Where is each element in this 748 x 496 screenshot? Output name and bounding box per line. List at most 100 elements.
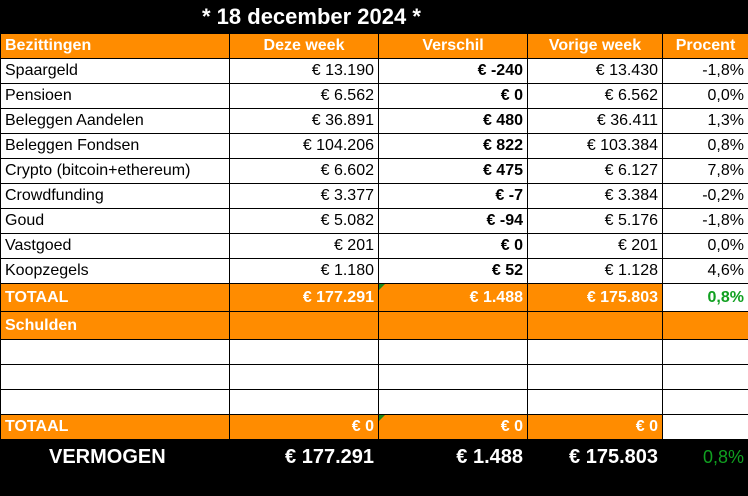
sheet-title: * 18 december 2024 *: [0, 0, 748, 33]
percent-cell[interactable]: 0,0%: [662, 83, 748, 109]
percent-cell[interactable]: -1,8%: [662, 58, 748, 84]
total-difference-cell[interactable]: € 1.488: [378, 283, 528, 312]
this-week-cell[interactable]: € 6.602: [229, 158, 379, 184]
percent-cell[interactable]: 1,3%: [662, 108, 748, 134]
this-week-cell[interactable]: € 1.180: [229, 258, 379, 284]
table-row: Pensioen € 6.562 € 0 € 6.562 0,0%: [0, 83, 748, 109]
empty-cell[interactable]: [0, 364, 230, 390]
debts-total-label-cell[interactable]: TOTAAL: [0, 414, 230, 440]
asset-name-cell[interactable]: Crypto (bitcoin+ethereum): [0, 158, 230, 184]
this-week-cell[interactable]: € 13.190: [229, 58, 379, 84]
empty-cell[interactable]: [229, 364, 379, 390]
this-week-cell[interactable]: € 104.206: [229, 133, 379, 159]
asset-name-cell[interactable]: Pensioen: [0, 83, 230, 109]
this-week-cell[interactable]: € 201: [229, 233, 379, 259]
net-worth-difference-cell[interactable]: € 1.488: [378, 439, 528, 475]
debts-empty-cell[interactable]: [662, 311, 748, 340]
asset-name-cell[interactable]: Beleggen Fondsen: [0, 133, 230, 159]
empty-row: [0, 364, 748, 390]
percent-cell[interactable]: 7,8%: [662, 158, 748, 184]
header-assets[interactable]: Bezittingen: [0, 33, 230, 59]
debts-empty-cell[interactable]: [378, 311, 528, 340]
difference-cell[interactable]: € -94: [378, 208, 528, 234]
difference-cell[interactable]: € -240: [378, 58, 528, 84]
last-week-cell[interactable]: € 36.411: [527, 108, 663, 134]
header-last-week[interactable]: Vorige week: [527, 33, 663, 59]
wealth-table: Bezittingen Deze week Verschil Vorige we…: [0, 33, 748, 475]
total-this-week-cell[interactable]: € 177.291: [229, 283, 379, 312]
last-week-cell[interactable]: € 5.176: [527, 208, 663, 234]
this-week-cell[interactable]: € 6.562: [229, 83, 379, 109]
this-week-cell[interactable]: € 5.082: [229, 208, 379, 234]
empty-cell[interactable]: [229, 389, 379, 415]
total-last-week-cell[interactable]: € 175.803: [527, 283, 663, 312]
difference-cell[interactable]: € 0: [378, 233, 528, 259]
header-difference[interactable]: Verschil: [378, 33, 528, 59]
asset-name-cell[interactable]: Goud: [0, 208, 230, 234]
empty-cell[interactable]: [378, 339, 528, 365]
empty-cell[interactable]: [0, 389, 230, 415]
debts-total-percent-cell[interactable]: [662, 414, 748, 440]
asset-name-cell[interactable]: Koopzegels: [0, 258, 230, 284]
last-week-cell[interactable]: € 201: [527, 233, 663, 259]
table-row: Koopzegels € 1.180 € 52 € 1.128 4,6%: [0, 258, 748, 284]
last-week-cell[interactable]: € 3.384: [527, 183, 663, 209]
percent-cell[interactable]: 4,6%: [662, 258, 748, 284]
empty-cell[interactable]: [378, 389, 528, 415]
empty-cell[interactable]: [378, 364, 528, 390]
empty-cell[interactable]: [229, 339, 379, 365]
table-row: Crypto (bitcoin+ethereum) € 6.602 € 475 € 6…: [0, 158, 748, 184]
empty-cell[interactable]: [662, 364, 748, 390]
net-worth-label-cell[interactable]: VERMOGEN: [0, 439, 230, 475]
total-label-cell[interactable]: TOTAAL: [0, 283, 230, 312]
difference-cell[interactable]: € 480: [378, 108, 528, 134]
this-week-cell[interactable]: € 3.377: [229, 183, 379, 209]
header-this-week[interactable]: Deze week: [229, 33, 379, 59]
asset-name-cell[interactable]: Vastgoed: [0, 233, 230, 259]
header-row: Bezittingen Deze week Verschil Vorige we…: [0, 33, 748, 59]
debts-empty-cell[interactable]: [527, 311, 663, 340]
table-row: Beleggen Fondsen € 104.206 € 822 € 103.384 0…: [0, 133, 748, 159]
empty-cell[interactable]: [0, 339, 230, 365]
last-week-cell[interactable]: € 6.562: [527, 83, 663, 109]
this-week-cell[interactable]: € 36.891: [229, 108, 379, 134]
table-row: Goud € 5.082 € -94 € 5.176 -1,8%: [0, 208, 748, 234]
empty-cell[interactable]: [527, 364, 663, 390]
difference-cell[interactable]: € 52: [378, 258, 528, 284]
asset-name-cell[interactable]: Beleggen Aandelen: [0, 108, 230, 134]
percent-cell[interactable]: -1,8%: [662, 208, 748, 234]
debts-label-cell[interactable]: Schulden: [0, 311, 230, 340]
empty-cell[interactable]: [662, 389, 748, 415]
difference-cell[interactable]: € 475: [378, 158, 528, 184]
last-week-cell[interactable]: € 13.430: [527, 58, 663, 84]
empty-cell[interactable]: [527, 339, 663, 365]
net-worth-percent-cell[interactable]: 0,8%: [662, 439, 748, 475]
empty-cell[interactable]: [662, 339, 748, 365]
header-percent[interactable]: Procent: [662, 33, 748, 59]
total-percent-cell[interactable]: 0,8%: [662, 283, 748, 312]
empty-row: [0, 339, 748, 365]
table-row: Vastgoed € 201 € 0 € 201 0,0%: [0, 233, 748, 259]
net-worth-last-week-cell[interactable]: € 175.803: [527, 439, 663, 475]
debts-total-last-week-cell[interactable]: € 0: [527, 414, 663, 440]
debts-total-difference-cell[interactable]: € 0: [378, 414, 528, 440]
table-row: Beleggen Aandelen € 36.891 € 480 € 36.411 1,…: [0, 108, 748, 134]
asset-name-cell[interactable]: Spaargeld: [0, 58, 230, 84]
last-week-cell[interactable]: € 1.128: [527, 258, 663, 284]
difference-cell[interactable]: € -7: [378, 183, 528, 209]
empty-row: [0, 389, 748, 415]
percent-cell[interactable]: -0,2%: [662, 183, 748, 209]
debts-empty-cell[interactable]: [229, 311, 379, 340]
title-text: * 18 december 2024 *: [202, 4, 421, 29]
percent-cell[interactable]: 0,0%: [662, 233, 748, 259]
last-week-cell[interactable]: € 6.127: [527, 158, 663, 184]
difference-cell[interactable]: € 822: [378, 133, 528, 159]
difference-cell[interactable]: € 0: [378, 83, 528, 109]
asset-name-cell[interactable]: Crowdfunding: [0, 183, 230, 209]
table-row: Spaargeld € 13.190 € -240 € 13.430 -1,8%: [0, 58, 748, 84]
net-worth-this-week-cell[interactable]: € 177.291: [229, 439, 379, 475]
empty-cell[interactable]: [527, 389, 663, 415]
debts-total-this-week-cell[interactable]: € 0: [229, 414, 379, 440]
last-week-cell[interactable]: € 103.384: [527, 133, 663, 159]
percent-cell[interactable]: 0,8%: [662, 133, 748, 159]
